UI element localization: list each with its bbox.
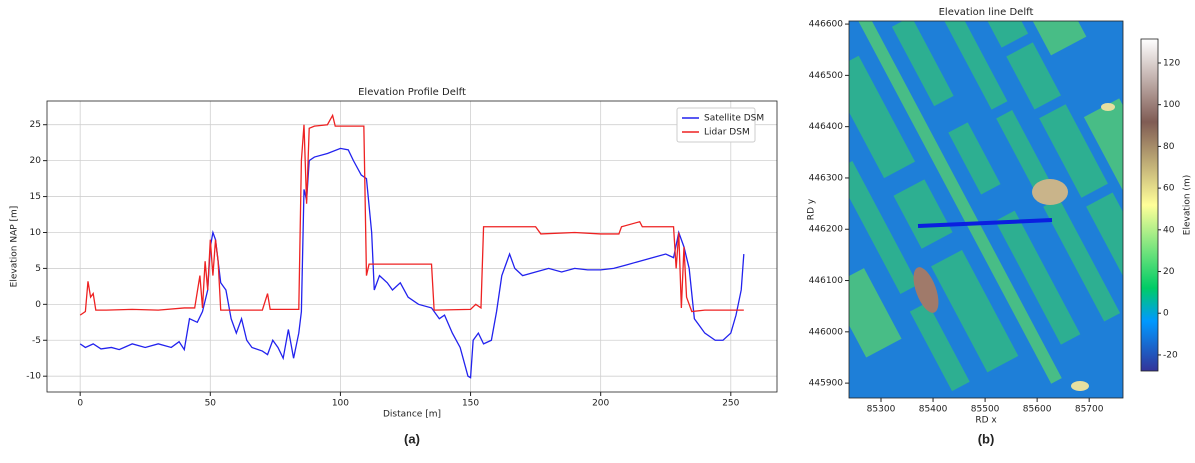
- colorbar: [1141, 39, 1158, 371]
- x-tick-label: 85400: [919, 405, 948, 415]
- x-tick-label: 85600: [1023, 405, 1052, 415]
- y-tick-label: 446400: [809, 122, 844, 132]
- y-tick-label: 25: [30, 120, 41, 130]
- plot-frame: [47, 101, 777, 392]
- y-tick-label: 446300: [809, 173, 844, 183]
- x-tick-label: 100: [332, 399, 349, 409]
- chart-title: Elevation Profile Delft: [358, 87, 466, 98]
- x-tick-label: 150: [462, 399, 479, 409]
- colorbar-tick-label: -20: [1163, 350, 1178, 360]
- x-tick-label: 200: [592, 399, 609, 409]
- x-tick-label: 50: [205, 399, 217, 409]
- y-tick-label: -5: [32, 336, 41, 346]
- y-tick-label: -10: [26, 372, 41, 382]
- y-tick-label: 445900: [809, 379, 844, 389]
- colorbar-tick-label: 20: [1163, 267, 1175, 277]
- y-axis-label: RD y: [807, 198, 817, 220]
- data-line: [80, 148, 744, 377]
- colorbar-tick-label: 100: [1163, 100, 1180, 110]
- y-tick-label: 20: [30, 156, 42, 166]
- x-tick-label: 85500: [971, 405, 1000, 415]
- caption: (a): [404, 431, 420, 446]
- x-tick-label: 85300: [867, 405, 896, 415]
- x-tick-label: 250: [722, 399, 739, 409]
- elevation-raster: [721, 0, 1195, 455]
- colorbar-tick-label: 60: [1163, 184, 1175, 194]
- legend-label: Lidar DSM: [704, 128, 750, 138]
- data-line: [80, 115, 744, 315]
- x-axis-label: RD x: [975, 416, 997, 426]
- colorbar-tick-label: 40: [1163, 225, 1175, 235]
- colorbar-tick-label: 0: [1163, 309, 1169, 319]
- y-tick-label: 15: [30, 192, 41, 202]
- y-tick-label: 446200: [809, 225, 844, 235]
- figure: 050100150200250-10-50510152025Elevation …: [0, 0, 1195, 459]
- legend-label: Satellite DSM: [704, 114, 764, 124]
- y-tick-label: 0: [35, 300, 41, 310]
- colorbar-label: Elevation (m): [1183, 175, 1193, 235]
- y-axis-label: Elevation NAP [m]: [10, 206, 20, 288]
- y-tick-label: 446600: [809, 20, 844, 30]
- caption: (b): [978, 431, 995, 446]
- chart-title: Elevation line Delft: [939, 7, 1034, 18]
- x-tick-label: 0: [77, 399, 83, 409]
- x-axis-label: Distance [m]: [383, 410, 441, 420]
- y-tick-label: 5: [35, 264, 41, 274]
- colorbar-tick-label: 80: [1163, 142, 1175, 152]
- y-tick-label: 446500: [809, 71, 844, 81]
- x-tick-label: 85700: [1075, 405, 1104, 415]
- y-tick-label: 10: [30, 228, 42, 238]
- y-tick-label: 446100: [809, 276, 844, 286]
- colorbar-tick-label: 120: [1163, 58, 1180, 68]
- y-tick-label: 446000: [809, 327, 844, 337]
